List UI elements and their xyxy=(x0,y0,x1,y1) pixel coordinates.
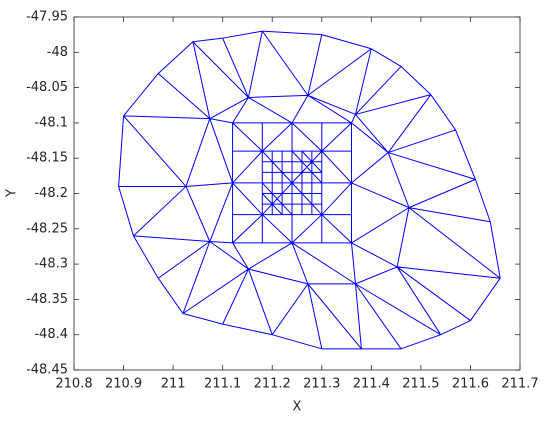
x-tick-label: 211.4 xyxy=(353,377,390,392)
y-tick-label: -48.45 xyxy=(26,363,68,378)
y-tick-label: -48.25 xyxy=(26,221,68,236)
x-tick-label: 211.2 xyxy=(254,377,291,392)
y-tick-label: -47.95 xyxy=(26,10,68,25)
x-tick-label: 211.5 xyxy=(402,377,439,392)
mesh-edges xyxy=(118,30,501,350)
y-axis-label: Y xyxy=(5,189,20,198)
y-tick-label: -48.4 xyxy=(34,327,68,342)
x-tick-label: 211 xyxy=(161,377,186,392)
y-tick-label: -48.35 xyxy=(26,292,68,307)
x-tick-label: 211.7 xyxy=(501,377,538,392)
y-tick-label: -48.1 xyxy=(34,115,68,130)
x-tick-label: 211.6 xyxy=(452,377,489,392)
x-tick-label: 210.8 xyxy=(55,377,92,392)
y-tick-label: -48 xyxy=(47,45,68,60)
x-tick-label: 210.9 xyxy=(105,377,142,392)
x-axis-label: X xyxy=(293,400,302,415)
y-tick-label: -48.05 xyxy=(26,80,68,95)
y-tick-label: -48.3 xyxy=(34,257,68,272)
y-tick-label: -48.15 xyxy=(26,151,68,166)
x-tick-label: 211.1 xyxy=(204,377,241,392)
x-tick-label: 211.3 xyxy=(303,377,340,392)
y-tick-label: -48.2 xyxy=(34,186,68,201)
